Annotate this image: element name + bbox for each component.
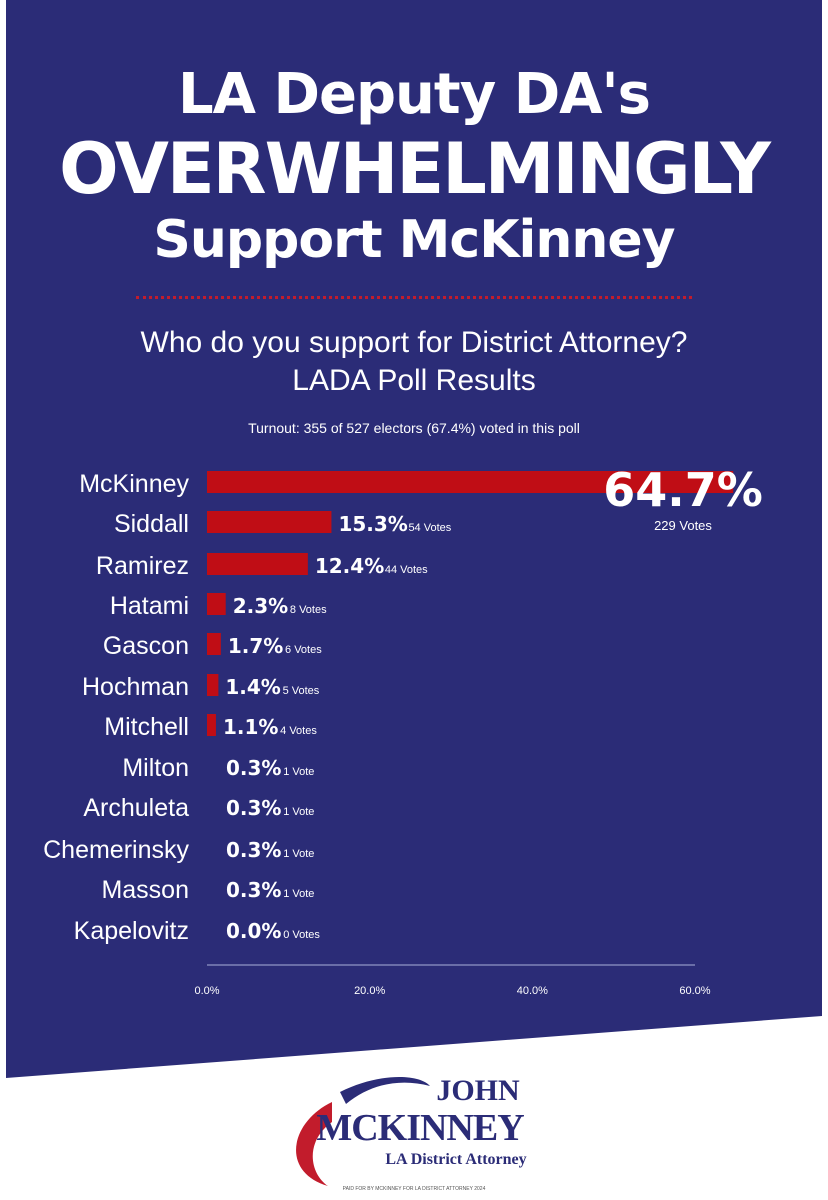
headline-line-1: LA Deputy DA's (177, 62, 651, 127)
candidate-label: Hatami (110, 592, 189, 620)
headline-line-3: Support McKinney (153, 210, 675, 270)
percent-label: 0.3% (226, 878, 281, 902)
votes-label: 1 Vote (283, 806, 314, 818)
votes-label: 8 Votes (290, 604, 327, 616)
percent-label: 2.3% (233, 594, 288, 618)
logo-swoosh-navy (340, 1076, 430, 1104)
percent-label: 0.3% (226, 838, 281, 862)
headline-line-2: OVERWHELMINGLY (59, 128, 771, 210)
x-tick-label: 20.0% (354, 985, 385, 997)
votes-label: 1 Vote (283, 888, 314, 900)
dotted-divider (136, 296, 692, 299)
logo-first-name: JOHN (436, 1074, 520, 1107)
turnout-text: Turnout: 355 of 527 electors (67.4%) vot… (248, 420, 580, 436)
candidate-label: Milton (122, 754, 189, 782)
candidate-label: Masson (101, 876, 189, 904)
candidate-label: McKinney (79, 470, 189, 498)
candidate-label: Ramirez (96, 552, 189, 580)
logo-last-name: MCKINNEY (316, 1107, 524, 1149)
poll-subtitle: LADA Poll Results (292, 364, 536, 397)
mckinney-logo: JOHN MCKINNEY LA District Attorney (296, 1074, 527, 1186)
logo-title: LA District Attorney (385, 1151, 526, 1168)
percent-label: 0.3% (226, 756, 281, 780)
poll-question: Who do you support for District Attorney… (140, 326, 688, 359)
bar-mckinney (207, 471, 734, 493)
candidate-label: Hochman (82, 673, 189, 701)
candidate-label: Siddall (114, 510, 189, 538)
percent-label: 15.3% (338, 512, 407, 536)
x-tick-label: 40.0% (517, 985, 548, 997)
bar-gascon (207, 633, 221, 655)
bar-hochman (207, 674, 219, 696)
x-tick-label: 0.0% (194, 985, 219, 997)
votes-label: 229 Votes (654, 518, 712, 533)
bar-ramirez (207, 553, 308, 575)
percent-label: 1.7% (228, 634, 283, 658)
percent-label: 0.0% (226, 919, 281, 943)
percent-label: 1.1% (223, 715, 278, 739)
candidate-label: Chemerinsky (43, 836, 189, 864)
bar-hatami (207, 593, 226, 615)
background-navy-panel (6, 0, 822, 1078)
percent-label: 64.7% (603, 463, 763, 517)
votes-label: 6 Votes (285, 644, 322, 656)
votes-label: 1 Vote (283, 766, 314, 778)
votes-label: 0 Votes (283, 929, 320, 941)
votes-label: 1 Vote (283, 848, 314, 860)
votes-label: 54 Votes (408, 522, 451, 534)
paid-for-disclaimer: PAID FOR BY MCKINNEY FOR LA DISTRICT ATT… (342, 1186, 486, 1192)
candidate-label: Mitchell (104, 713, 189, 741)
bar-mitchell (207, 714, 216, 736)
candidate-label: Archuleta (83, 794, 189, 822)
votes-label: 44 Votes (385, 564, 428, 576)
votes-label: 4 Votes (280, 725, 317, 737)
bar-siddall (207, 511, 332, 533)
percent-label: 12.4% (315, 554, 384, 578)
logo-swoosh-red (296, 1102, 332, 1186)
votes-label: 5 Votes (283, 685, 320, 697)
percent-label: 1.4% (225, 675, 280, 699)
candidate-label: Kapelovitz (74, 917, 189, 945)
x-tick-label: 60.0% (679, 985, 710, 997)
percent-label: 0.3% (226, 796, 281, 820)
candidate-label: Gascon (103, 632, 189, 660)
